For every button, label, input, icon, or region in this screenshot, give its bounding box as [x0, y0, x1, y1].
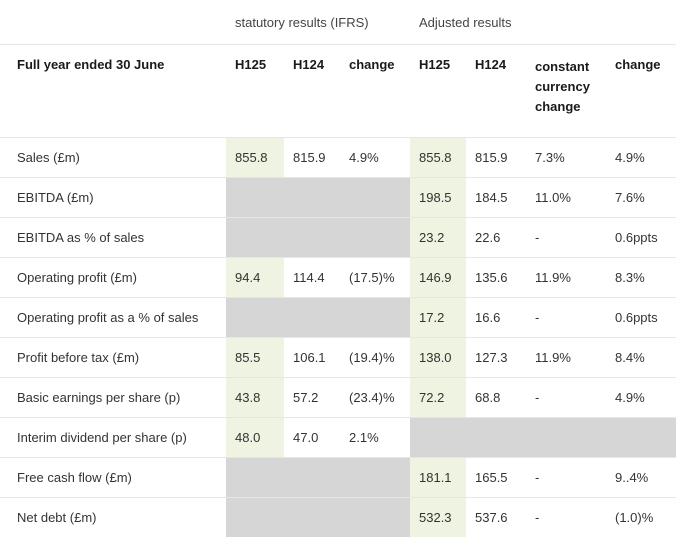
adj-change-cell: 0.6ppts [606, 218, 676, 258]
adj-h125-cell: 23.2 [410, 218, 466, 258]
stat-h125-cell: 94.4 [226, 258, 284, 298]
adj-change-cell: 9..4% [606, 458, 676, 498]
adj-h124-cell: 16.6 [466, 298, 526, 338]
stat-h125-cell: 85.5 [226, 338, 284, 378]
row-label: EBITDA as % of sales [0, 218, 226, 258]
adj-change-cell: 7.6% [606, 178, 676, 218]
adj-ccy-cell: 11.0% [526, 178, 606, 218]
adj-ccy-cell: - [526, 218, 606, 258]
adj-h124-cell: 68.8 [466, 378, 526, 418]
adj-h124-cell: 135.6 [466, 258, 526, 298]
stat-change-cell: (23.4)% [340, 378, 410, 418]
stat-change-header: change [340, 45, 410, 138]
column-header-row: Full year ended 30 June H125 H124 change… [0, 45, 676, 138]
stat-h125-header: H125 [226, 45, 284, 138]
adj-ccy-cell: - [526, 378, 606, 418]
adj-ccy-header: constant currency change [526, 45, 606, 138]
adj-h125-cell: 532.3 [410, 498, 466, 537]
row-label: Profit before tax (£m) [0, 338, 226, 378]
adj-change-cell: 4.9% [606, 378, 676, 418]
adj-h125-cell: 17.2 [410, 298, 466, 338]
adj-h125-cell: 72.2 [410, 378, 466, 418]
row-label: Sales (£m) [0, 138, 226, 178]
row-label-header: Full year ended 30 June [0, 45, 226, 138]
adj-change-cell: 0.6ppts [606, 298, 676, 338]
adj-change-cell: (1.0)% [606, 498, 676, 537]
adj-h125-cell: 855.8 [410, 138, 466, 178]
adj-h125-cell: 181.1 [410, 458, 466, 498]
adjusted-group-label: Adjusted results [410, 0, 676, 45]
adj-ccy-cell: 7.3% [526, 138, 606, 178]
adj-change-cell: 4.9% [606, 138, 676, 178]
row-label: Operating profit (£m) [0, 258, 226, 298]
adj-ccy-cell: - [526, 498, 606, 537]
adj-h124-cell: 537.6 [466, 498, 526, 537]
adj-h124-cell: 22.6 [466, 218, 526, 258]
adj-ccy-cell: 11.9% [526, 338, 606, 378]
adj-change-cell: 8.3% [606, 258, 676, 298]
adj-ccy-cell: - [526, 298, 606, 338]
stat-h125-cell: 43.8 [226, 378, 284, 418]
stat-empty-cell [226, 178, 410, 218]
adj-h125-cell: 146.9 [410, 258, 466, 298]
stat-empty-cell [226, 218, 410, 258]
group-spacer [0, 0, 226, 45]
stat-empty-cell [226, 298, 410, 338]
statutory-group-label: statutory results (IFRS) [226, 0, 410, 45]
stat-change-cell: 4.9% [340, 138, 410, 178]
adj-h124-cell: 815.9 [466, 138, 526, 178]
stat-h125-cell: 855.8 [226, 138, 284, 178]
stat-h125-cell: 48.0 [226, 418, 284, 458]
stat-change-cell: 2.1% [340, 418, 410, 458]
stat-h124-cell: 57.2 [284, 378, 340, 418]
adj-ccy-cell: 11.9% [526, 258, 606, 298]
stat-empty-cell [226, 458, 410, 498]
stat-h124-cell: 106.1 [284, 338, 340, 378]
group-header-row: statutory results (IFRS) Adjusted result… [0, 0, 676, 45]
adj-empty-cell [410, 418, 676, 458]
adj-h125-cell: 138.0 [410, 338, 466, 378]
row-label: Basic earnings per share (p) [0, 378, 226, 418]
adj-change-header: change [606, 45, 676, 138]
stat-h124-header: H124 [284, 45, 340, 138]
row-label: Operating profit as a % of sales [0, 298, 226, 338]
stat-change-cell: (17.5)% [340, 258, 410, 298]
stat-h124-cell: 47.0 [284, 418, 340, 458]
adj-ccy-cell: - [526, 458, 606, 498]
adj-h124-cell: 165.5 [466, 458, 526, 498]
adj-h125-cell: 198.5 [410, 178, 466, 218]
results-table-container: statutory results (IFRS) Adjusted result… [0, 0, 680, 525]
adj-h124-cell: 127.3 [466, 338, 526, 378]
row-label: Net debt (£m) [0, 498, 226, 537]
stat-h124-cell: 114.4 [284, 258, 340, 298]
adj-h125-header: H125 [410, 45, 466, 138]
stat-empty-cell [226, 498, 410, 537]
stat-change-cell: (19.4)% [340, 338, 410, 378]
adj-h124-cell: 184.5 [466, 178, 526, 218]
row-label: Interim dividend per share (p) [0, 418, 226, 458]
row-label: Free cash flow (£m) [0, 458, 226, 498]
row-label: EBITDA (£m) [0, 178, 226, 218]
adj-h124-header: H124 [466, 45, 526, 138]
stat-h124-cell: 815.9 [284, 138, 340, 178]
adj-change-cell: 8.4% [606, 338, 676, 378]
